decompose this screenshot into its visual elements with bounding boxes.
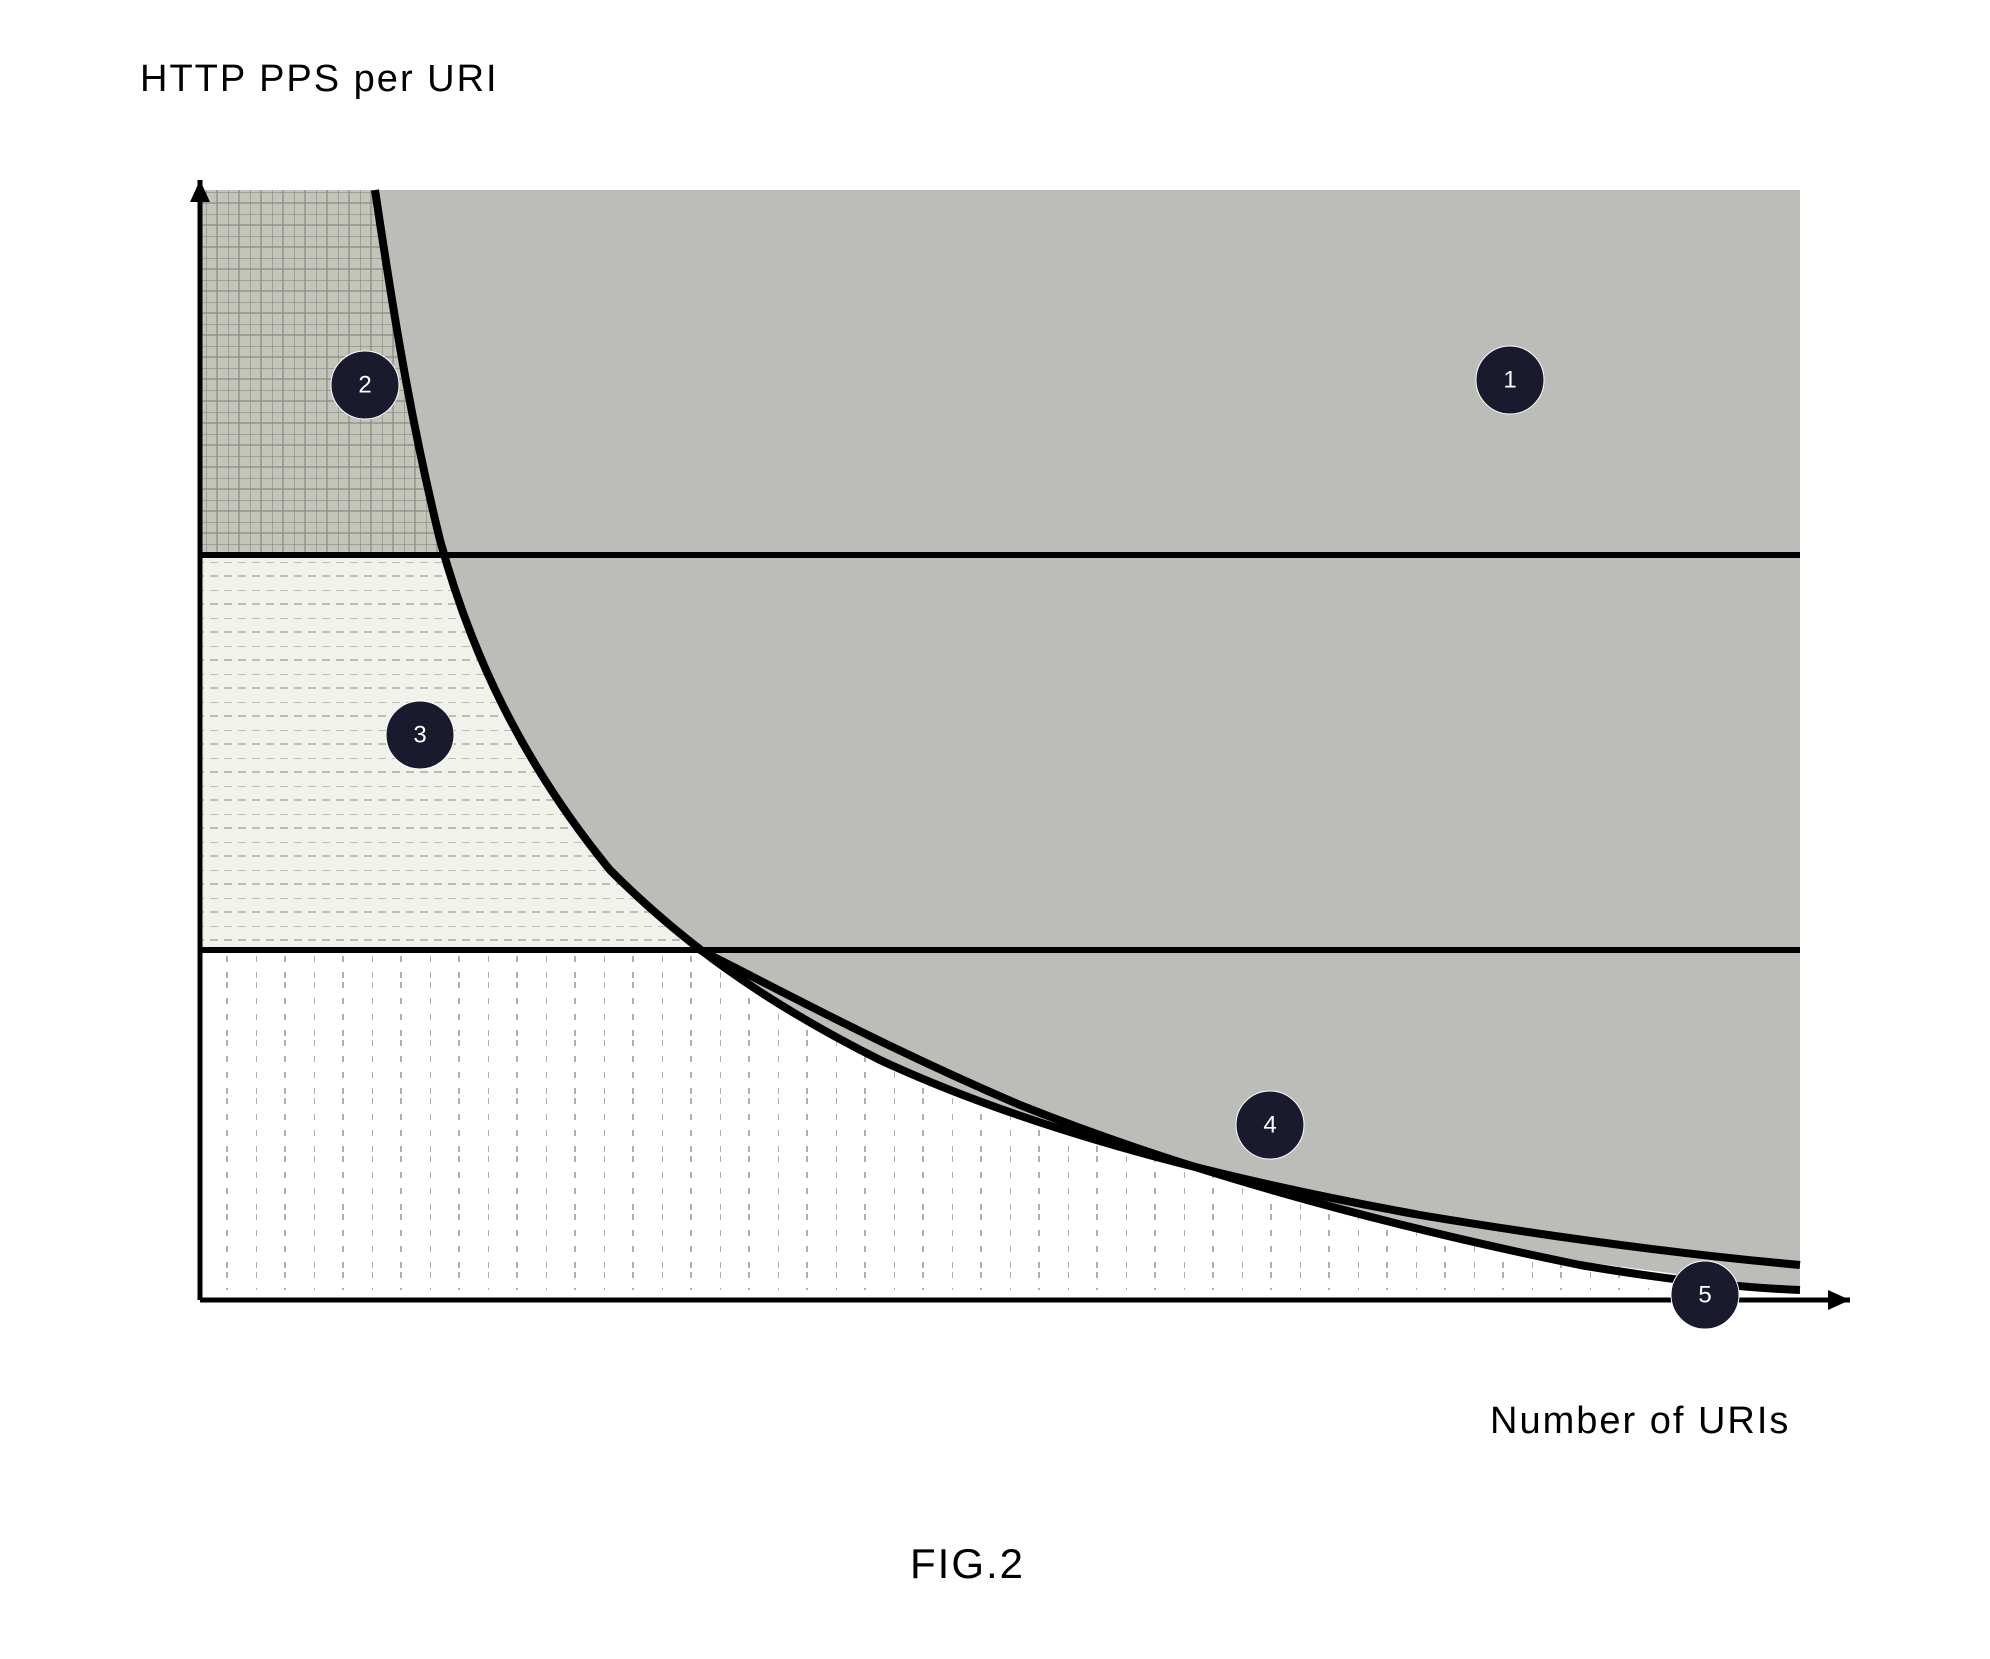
figure-caption: FIG.2 <box>910 1540 1025 1588</box>
svg-text:4: 4 <box>1263 1112 1276 1139</box>
svg-text:2: 2 <box>358 372 371 399</box>
marker-5: 5 <box>1671 1261 1739 1329</box>
y-axis-title: HTTP PPS per URI <box>140 58 499 101</box>
svg-text:3: 3 <box>413 722 426 749</box>
svg-text:1: 1 <box>1503 367 1516 394</box>
marker-3: 3 <box>386 701 454 769</box>
svg-text:5: 5 <box>1698 1282 1711 1309</box>
marker-1: 1 <box>1476 346 1544 414</box>
region-chart: 1 2 3 4 5 <box>140 170 1860 1390</box>
marker-4: 4 <box>1236 1091 1304 1159</box>
marker-2: 2 <box>331 351 399 419</box>
x-axis-title: Number of URIs <box>1490 1400 1790 1443</box>
